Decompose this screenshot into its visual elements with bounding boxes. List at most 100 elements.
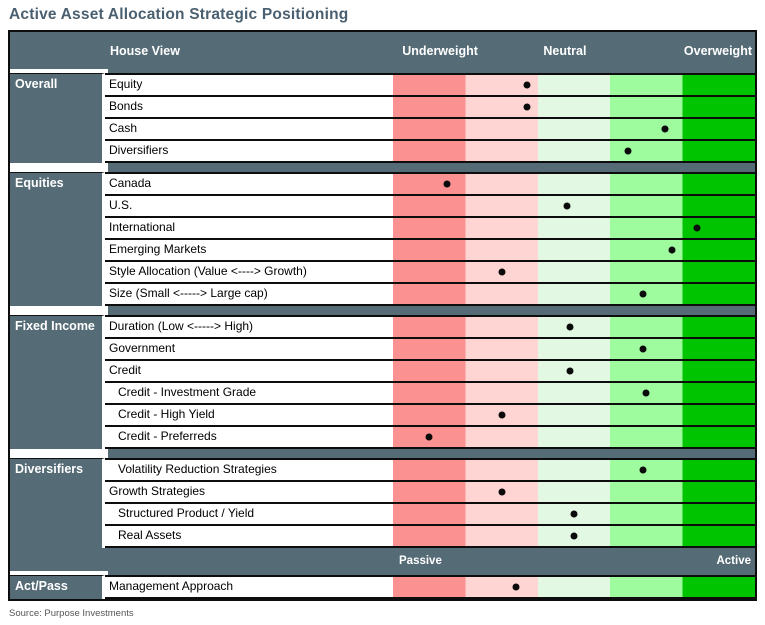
row-label: Real Assets: [105, 526, 393, 546]
row-label: Duration (Low <-----> High): [105, 317, 393, 337]
section-act-pass: Act/Pass Management Approach: [10, 575, 755, 599]
position-dot: [624, 147, 632, 155]
allocation-band: [393, 284, 755, 304]
row-label: International: [105, 218, 393, 238]
row-label: Bonds: [105, 97, 393, 117]
position-dot: [498, 268, 506, 276]
allocation-band: [393, 577, 755, 597]
table-row: U.S.: [105, 196, 755, 218]
section-category-label: Act/Pass: [10, 575, 105, 599]
allocation-band: [393, 526, 755, 546]
neutral-header: Neutral: [543, 43, 587, 58]
section-separator: [10, 449, 755, 458]
allocation-band: [393, 482, 755, 502]
table-row: Management Approach: [105, 577, 755, 599]
position-dot: [425, 433, 433, 441]
section-category-label: Diversifiers: [10, 458, 105, 548]
allocation-band: [393, 75, 755, 95]
row-label: Management Approach: [105, 577, 393, 597]
table-row: Duration (Low <-----> High): [105, 317, 755, 339]
allocation-band: [393, 361, 755, 381]
active-label: Active: [716, 555, 751, 567]
scale-header: Underweight Neutral Overweight: [393, 32, 755, 69]
table-row: Equity: [105, 75, 755, 97]
table-row: Credit - Investment Grade: [105, 383, 755, 405]
position-dot: [639, 466, 647, 474]
allocation-band: [393, 262, 755, 282]
position-dot: [661, 125, 668, 133]
table-row: Emerging Markets: [105, 240, 755, 262]
table-row: Volatility Reduction Strategies: [105, 460, 755, 482]
table-row: Credit - High Yield: [105, 405, 755, 427]
section-rows: Management Approach: [105, 575, 755, 599]
position-dot: [566, 323, 574, 331]
table-row: Cash: [105, 119, 755, 141]
allocation-band: [393, 196, 755, 216]
position-dot: [498, 488, 506, 496]
row-label: Growth Strategies: [105, 482, 393, 502]
separator-left-gap: [10, 449, 108, 458]
section-separator: [10, 571, 755, 575]
position-dot: [668, 246, 676, 254]
row-label: Style Allocation (Value <----> Growth): [105, 262, 393, 282]
position-dot: [523, 81, 531, 89]
separator-left-gap: [10, 69, 108, 73]
table-row: Canada: [105, 174, 755, 196]
position-dot: [498, 411, 506, 419]
row-label: Diversifiers: [105, 141, 393, 161]
underweight-header: Underweight: [402, 43, 478, 58]
source-note: Source: Purpose Investments: [9, 608, 134, 619]
position-dot: [693, 224, 701, 232]
row-label: Canada: [105, 174, 393, 194]
row-label: Government: [105, 339, 393, 359]
section-equities: Equities Canada U.S. International Emerging …: [10, 172, 755, 306]
section-category-label: Fixed Income: [10, 315, 105, 449]
table-row: Style Allocation (Value <----> Growth): [105, 262, 755, 284]
allocation-band: [393, 427, 755, 447]
row-label: Equity: [105, 75, 393, 95]
section-category-label: Overall: [10, 73, 105, 163]
allocation-band: [393, 339, 755, 359]
table-row: Structured Product / Yield: [105, 504, 755, 526]
row-label: Credit: [105, 361, 393, 381]
row-label: Credit - Preferreds: [105, 427, 393, 447]
table-header: House View Underweight Neutral Overweigh…: [10, 32, 755, 69]
row-label: Credit - High Yield: [105, 405, 393, 425]
row-label: Credit - Investment Grade: [105, 383, 393, 403]
approach-scale-bar: Passive Active: [10, 551, 755, 571]
section-category-label: Equities: [10, 172, 105, 306]
position-dot: [443, 180, 451, 188]
position-dot: [563, 202, 571, 210]
table-body: Overall Equity Bonds Cash Diversifiers Equiti…: [10, 69, 755, 548]
table-row: International: [105, 218, 755, 240]
position-dot: [566, 367, 574, 375]
allocation-band: [393, 504, 755, 524]
section-rows: Duration (Low <-----> High) Government Cre…: [105, 315, 755, 449]
section-rows: Volatility Reduction Strategies Growth St…: [105, 458, 755, 548]
section-diversifiers: Diversifiers Volatility Reduction Strateg…: [10, 458, 755, 548]
row-label: Structured Product / Yield: [105, 504, 393, 524]
separator-left-gap: [10, 306, 108, 315]
row-label: Emerging Markets: [105, 240, 393, 260]
position-dot: [512, 583, 520, 591]
section-fixed-income: Fixed Income Duration (Low <-----> High) G…: [10, 315, 755, 449]
actpass-body: Act/Pass Management Approach: [10, 571, 755, 599]
table-row: Size (Small <-----> Large cap): [105, 284, 755, 306]
allocation-band: [393, 317, 755, 337]
row-label: U.S.: [105, 196, 393, 216]
position-dot: [570, 510, 578, 518]
allocation-band: [393, 119, 755, 139]
table-row: Real Assets: [105, 526, 755, 548]
row-label: Size (Small <-----> Large cap): [105, 284, 393, 304]
page-title: Active Asset Allocation Strategic Positi…: [9, 6, 349, 23]
section-overall: Overall Equity Bonds Cash Diversifiers: [10, 73, 755, 163]
table-row: Growth Strategies: [105, 482, 755, 504]
allocation-table: House View Underweight Neutral Overweigh…: [8, 30, 757, 601]
position-dot: [639, 345, 647, 353]
section-separator: [10, 306, 755, 315]
table-row: Credit: [105, 361, 755, 383]
allocation-band: [393, 141, 755, 161]
allocation-band: [393, 383, 755, 403]
section-separator: [10, 163, 755, 172]
